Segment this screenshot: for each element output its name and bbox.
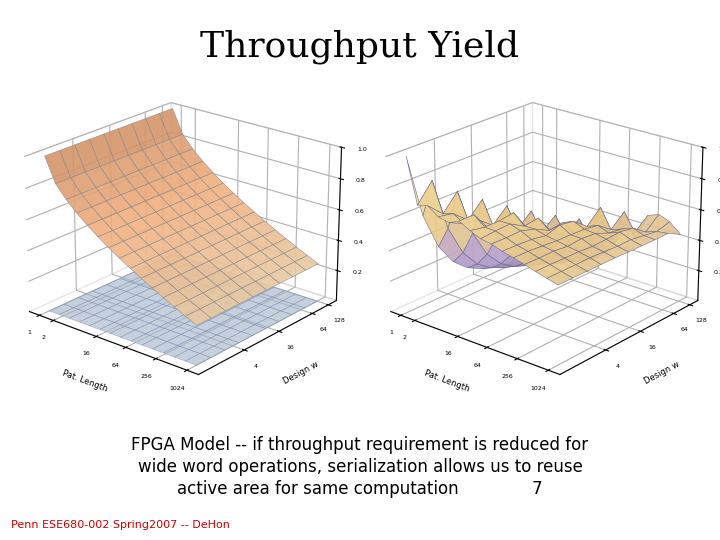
Text: wide word operations, serialization allows us to reuse: wide word operations, serialization allo… xyxy=(138,458,582,476)
Text: active area for same computation              7: active area for same computation 7 xyxy=(177,480,543,498)
X-axis label: Pat. Length: Pat. Length xyxy=(423,369,470,394)
Text: FPGA Model -- if throughput requirement is reduced for: FPGA Model -- if throughput requirement … xyxy=(132,436,588,455)
Text: Penn ESE680-002 Spring2007 -- DeHon: Penn ESE680-002 Spring2007 -- DeHon xyxy=(11,520,230,530)
Y-axis label: Design w: Design w xyxy=(643,360,681,386)
Y-axis label: Design w: Design w xyxy=(282,360,320,386)
Text: Throughput Yield: Throughput Yield xyxy=(200,30,520,64)
X-axis label: Pat. Length: Pat. Length xyxy=(61,369,109,394)
